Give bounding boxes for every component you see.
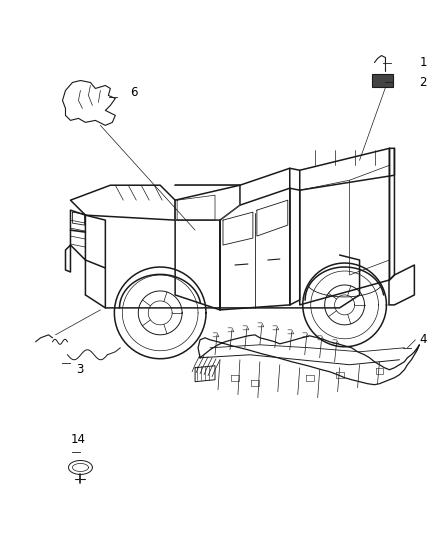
Text: 6: 6 xyxy=(130,86,138,99)
Text: 3: 3 xyxy=(77,363,84,376)
Text: 4: 4 xyxy=(419,333,427,346)
Text: 1: 1 xyxy=(419,56,427,69)
Text: 2: 2 xyxy=(419,76,427,89)
Text: 14: 14 xyxy=(71,433,85,446)
Bar xyxy=(371,74,393,87)
